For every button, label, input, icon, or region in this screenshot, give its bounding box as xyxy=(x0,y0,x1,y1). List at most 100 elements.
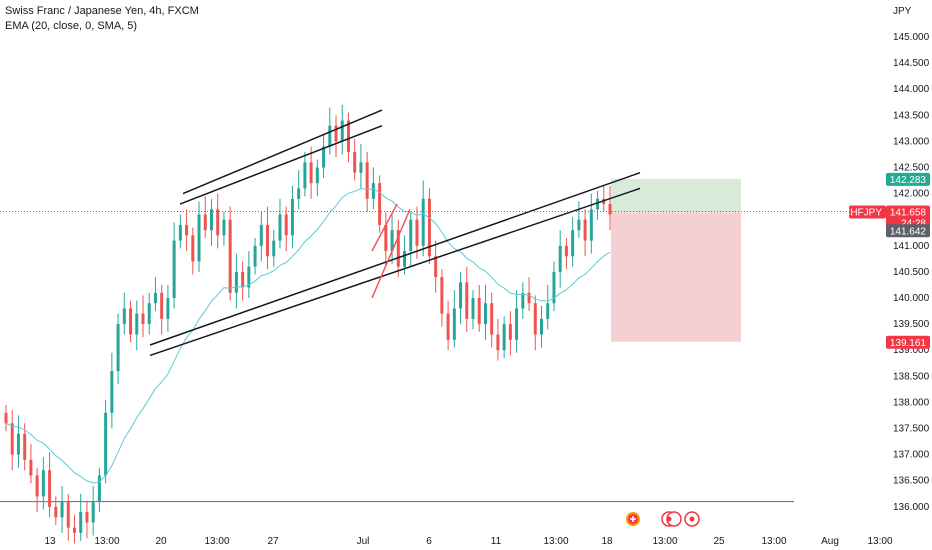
event-icons[interactable] xyxy=(626,511,700,527)
candle-body xyxy=(259,224,263,246)
candle-body xyxy=(266,224,270,257)
candle-body xyxy=(346,120,350,152)
candle-body xyxy=(110,371,114,413)
candle-body xyxy=(421,198,425,246)
price-tick-label: 138.500 xyxy=(893,371,930,382)
pattern-line xyxy=(371,203,398,252)
event-marker-icon xyxy=(684,511,700,527)
trendline xyxy=(179,125,383,205)
candle-body xyxy=(241,271,245,288)
candle-body xyxy=(334,125,338,142)
candle-body xyxy=(446,313,450,340)
time-tick-label: 13:00 xyxy=(652,536,677,547)
time-tick-label: 13:00 xyxy=(761,536,786,547)
candle-body xyxy=(477,298,481,325)
candle-body xyxy=(508,324,512,340)
candle-body xyxy=(85,512,89,523)
trendline xyxy=(182,109,383,195)
candle-body xyxy=(490,303,494,335)
time-tick-label: 13:00 xyxy=(94,536,119,547)
candle-body xyxy=(129,308,133,335)
indicator-label[interactable]: EMA (20, close, 0, SMA, 5) xyxy=(5,20,138,32)
entry-price-badge-text: 141.642 xyxy=(890,226,927,237)
candle-body xyxy=(459,282,463,309)
price-tick-label: 144.000 xyxy=(893,84,930,95)
candle-body xyxy=(403,251,407,267)
candle-body xyxy=(60,501,64,518)
candle-body xyxy=(16,433,20,455)
candle-body xyxy=(185,224,189,236)
candle-body xyxy=(166,298,170,319)
time-tick-label: 13:00 xyxy=(867,536,892,547)
price-tick-label: 136.500 xyxy=(893,476,930,487)
candle-body xyxy=(465,282,469,319)
candle-body xyxy=(546,303,550,319)
pattern-line xyxy=(371,208,411,299)
candles xyxy=(4,104,612,544)
trendline xyxy=(149,172,641,346)
candle-body xyxy=(253,245,257,267)
price-tick-label: 144.500 xyxy=(893,58,930,69)
candle-body xyxy=(309,162,313,184)
candle-body xyxy=(228,219,232,293)
price-axis[interactable]: JPY 145.000 144.500 144.000 143.500 143.000 14… xyxy=(893,6,930,513)
trendline xyxy=(149,187,641,357)
ema-line xyxy=(5,187,611,484)
candle-body xyxy=(147,303,151,325)
last-price-badge-text: 24:28 xyxy=(901,218,926,229)
candle-body xyxy=(583,219,587,241)
candle-body xyxy=(153,292,157,304)
candle-body xyxy=(365,162,369,199)
time-tick-label: 25 xyxy=(713,536,725,547)
candle-body xyxy=(247,266,251,288)
price-tick-label: 138.000 xyxy=(893,397,930,408)
candle-body xyxy=(97,475,101,502)
candle-body xyxy=(452,308,456,340)
loss-zone xyxy=(611,212,741,342)
candle-body xyxy=(160,292,164,319)
candle-body xyxy=(384,224,388,252)
candle-body xyxy=(303,162,307,189)
candle-body xyxy=(558,245,562,272)
candle-body xyxy=(23,433,27,460)
price-tick-label: 142.500 xyxy=(893,163,930,174)
candle-body xyxy=(191,235,195,262)
time-tick-label: 6 xyxy=(426,536,432,547)
candle-body xyxy=(234,271,238,293)
target-price-badge xyxy=(886,172,930,186)
candle-body xyxy=(353,151,357,173)
candle-body xyxy=(427,198,431,257)
candle-body xyxy=(340,120,344,142)
plus-event-icon xyxy=(626,512,640,526)
candle-body xyxy=(72,527,76,533)
price-tick-label: 137.000 xyxy=(893,450,930,461)
candle-body xyxy=(178,224,182,241)
candle-body xyxy=(515,308,519,340)
stop-price-badge xyxy=(886,335,930,349)
candle-body xyxy=(48,470,52,507)
candle-body xyxy=(533,303,537,335)
candle-body xyxy=(141,313,145,325)
time-tick-label: 11 xyxy=(491,536,502,547)
price-tick-label: 145.000 xyxy=(893,32,930,43)
candle-body xyxy=(209,209,213,231)
candle-body xyxy=(284,214,288,236)
time-tick-label: 13:00 xyxy=(543,536,568,547)
price-tick-label: 136.000 xyxy=(893,502,930,513)
time-tick-label: Aug xyxy=(821,536,839,547)
candle-body xyxy=(29,459,33,476)
candle-body xyxy=(315,167,319,184)
candle-body xyxy=(328,125,332,147)
price-tick-label: 139.500 xyxy=(893,319,930,330)
candle-body xyxy=(4,412,8,424)
time-axis[interactable]: 13 13:00 20 13:00 27 Jul 6 11 13:00 18 13:00 25 13:0… xyxy=(44,536,893,547)
candle-body xyxy=(577,219,581,231)
price-tick-label: 139.000 xyxy=(893,345,930,356)
candle-body xyxy=(35,475,39,497)
time-tick-label: Jul xyxy=(357,536,370,547)
target-price-badge-text: 142.283 xyxy=(890,175,927,186)
candle-body xyxy=(322,146,326,168)
symbol-title[interactable]: Swiss Franc / Japanese Yen, 4h, FXCM xyxy=(5,5,199,17)
candle-body xyxy=(483,303,487,325)
